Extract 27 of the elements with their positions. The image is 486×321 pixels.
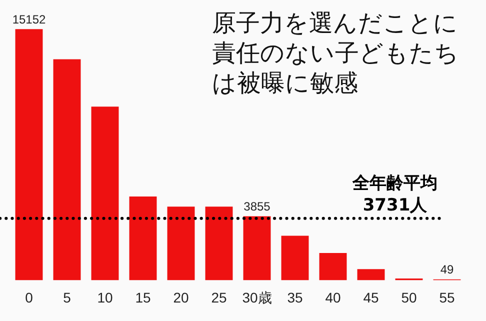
x-tick-label: 0 — [25, 289, 34, 306]
x-tick-label: 45 — [363, 289, 379, 306]
bar — [91, 106, 119, 280]
x-tick-label: 55 — [439, 289, 455, 306]
bar — [167, 206, 195, 280]
chart-title: 原子力を選んだことに責任のない子どもたちは被曝に敏感 — [212, 8, 460, 98]
bar — [319, 253, 347, 280]
bar — [357, 269, 385, 280]
x-tick-label: 35 — [287, 289, 303, 306]
data-label: 15152 — [12, 12, 46, 26]
x-tick-label: 10 — [97, 289, 113, 306]
ref-line-label: 全年齢平均 3731人 — [352, 173, 438, 216]
x-tick-label: 50 — [401, 289, 417, 306]
x-tick-label: 20 — [173, 289, 189, 306]
bar — [243, 216, 271, 280]
x-tick-label: 40 — [325, 289, 341, 306]
bar — [15, 29, 43, 280]
bar — [53, 59, 81, 280]
data-label: 3855 — [244, 200, 271, 214]
x-tick-label: 15 — [135, 289, 151, 306]
data-label: 49 — [440, 262, 454, 277]
bar — [281, 236, 309, 280]
bar — [205, 206, 233, 280]
x-tick-label: 25 — [211, 289, 227, 306]
x-tick-label: 30歳 — [242, 289, 272, 306]
x-tick-label: 5 — [63, 289, 72, 306]
bar — [129, 196, 157, 280]
